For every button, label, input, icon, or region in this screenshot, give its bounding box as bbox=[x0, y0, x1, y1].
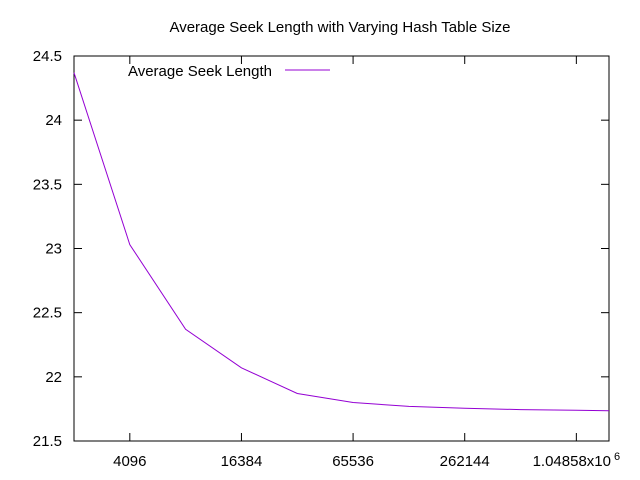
y-axis: 21.5 22 22.5 23 23.5 24 24.5 bbox=[33, 48, 609, 450]
series-layer bbox=[73, 72, 610, 412]
plot-frame bbox=[73, 55, 610, 442]
series-line bbox=[73, 72, 610, 412]
x-tick-label: 65536 bbox=[332, 453, 374, 470]
x-tick-label: 1.04858x10 6 bbox=[533, 451, 621, 470]
x-axis: 4096 16384 65536 262144 1.04858x10 6 bbox=[113, 56, 620, 470]
chart-title: Average Seek Length with Varying Hash Ta… bbox=[169, 19, 510, 36]
x-tick-label: 16384 bbox=[221, 453, 263, 470]
plot-border bbox=[73, 55, 610, 442]
y-tick-label: 23.5 bbox=[33, 176, 62, 193]
y-tick-label: 23 bbox=[45, 241, 62, 258]
y-tick-label: 24 bbox=[45, 112, 62, 129]
y-tick-label: 24.5 bbox=[33, 48, 62, 65]
y-tick-label: 22 bbox=[45, 369, 62, 386]
y-tick-label: 22.5 bbox=[33, 305, 62, 322]
y-tick-label: 21.5 bbox=[33, 433, 62, 450]
legend-label: Average Seek Length bbox=[128, 63, 272, 80]
x-tick-label: 262144 bbox=[440, 453, 490, 470]
x-tick-label: 4096 bbox=[113, 453, 146, 470]
legend: Average Seek Length bbox=[128, 63, 330, 80]
